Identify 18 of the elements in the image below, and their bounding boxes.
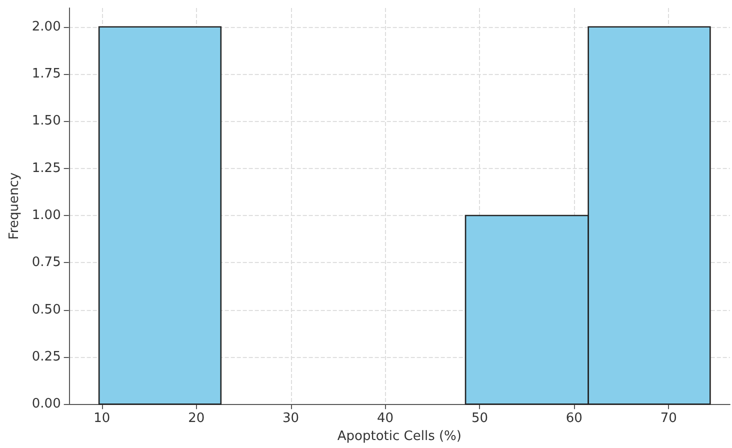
y-tick-label: 1.00 [32, 208, 61, 223]
x-tick-label: 70 [660, 411, 677, 426]
x-tick-label: 50 [471, 411, 488, 426]
x-tick-label: 30 [282, 411, 300, 426]
x-axis-title: Apoptotic Cells (%) [337, 429, 462, 444]
y-tick-label: 0.00 [32, 396, 61, 412]
y-tick-label: 2.00 [32, 19, 61, 34]
x-tick-label: 40 [376, 411, 394, 426]
y-tick-label: 1.25 [32, 160, 61, 176]
x-tick-label: 10 [94, 411, 110, 426]
y-tick-label: 0.50 [32, 302, 61, 318]
y-tick-label: 1.50 [32, 114, 61, 129]
y-axis-title: Frequency [7, 172, 22, 240]
y-tick-label: 0.75 [32, 255, 61, 270]
y-tick-label: 0.25 [32, 349, 61, 364]
x-tick-label: 60 [566, 411, 582, 426]
y-tick-label: 1.75 [32, 66, 61, 82]
x-tick-label: 20 [188, 411, 205, 426]
